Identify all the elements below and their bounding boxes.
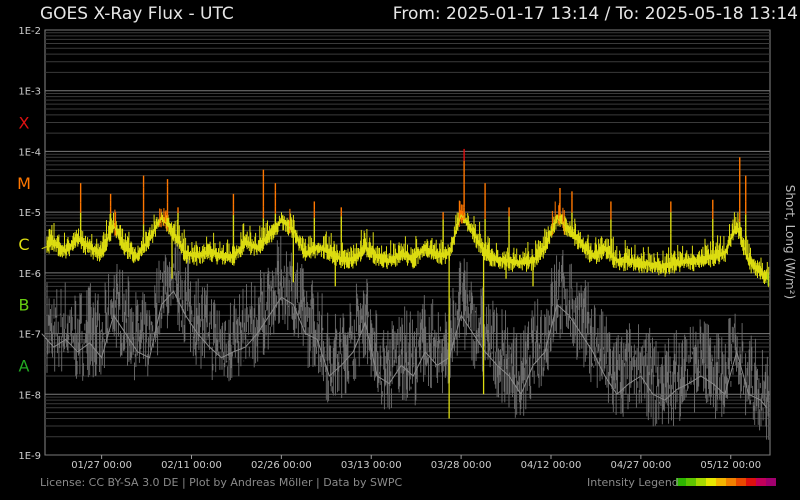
y-tick-label: 1E-5 <box>18 208 41 219</box>
legend-swatch <box>736 478 746 486</box>
x-tick-label: 04/12 00:00 <box>521 460 582 471</box>
legend-swatch <box>746 478 756 486</box>
short-flux-line <box>41 290 768 409</box>
flare-class-label: B <box>19 296 30 315</box>
date-range: From: 2025-01-17 13:14 / To: 2025-05-18 … <box>392 4 798 24</box>
x-tick-label: 04/27 00:00 <box>610 460 671 471</box>
x-tick-label: 01/27 00:00 <box>71 460 132 471</box>
legend-swatch <box>766 478 776 486</box>
chart-title: GOES X-Ray Flux - UTC <box>40 4 234 24</box>
y-tick-label: 1E-7 <box>18 330 41 341</box>
flare-class-label: C <box>18 235 29 254</box>
legend-swatch <box>706 478 716 486</box>
legend-swatch <box>686 478 696 486</box>
y-tick-label: 1E-3 <box>18 87 41 98</box>
x-tick-label: 02/11 00:00 <box>161 460 222 471</box>
y-tick-label: 1E-6 <box>18 269 41 280</box>
x-tick-label: 03/28 00:00 <box>431 460 492 471</box>
y-tick-label: 1E-8 <box>18 390 41 401</box>
y-tick-label: 1E-9 <box>18 451 41 462</box>
x-tick-label: 05/12 00:00 <box>700 460 761 471</box>
legend-swatch <box>726 478 736 486</box>
legend-swatch <box>756 478 766 486</box>
legend-swatch <box>696 478 706 486</box>
x-tick-label: 03/13 00:00 <box>341 460 402 471</box>
long-flux-line <box>41 213 768 280</box>
legend-swatch <box>716 478 726 486</box>
intensity-legend-label: Intensity Legend <box>587 476 679 489</box>
legend-swatch <box>676 478 686 486</box>
intensity-legend <box>676 478 776 486</box>
x-tick-label: 02/26 00:00 <box>251 460 312 471</box>
y-axis-label: Short, Long (W/m²) <box>783 185 797 299</box>
flare-class-label: A <box>19 356 30 375</box>
flare-class-label: M <box>17 174 31 193</box>
flare-class-label: X <box>19 113 30 132</box>
y-tick-label: 1E-4 <box>18 147 41 158</box>
y-tick-label: 1E-2 <box>18 26 41 37</box>
license-footer: License: CC BY-SA 3.0 DE | Plot by Andre… <box>40 476 403 489</box>
